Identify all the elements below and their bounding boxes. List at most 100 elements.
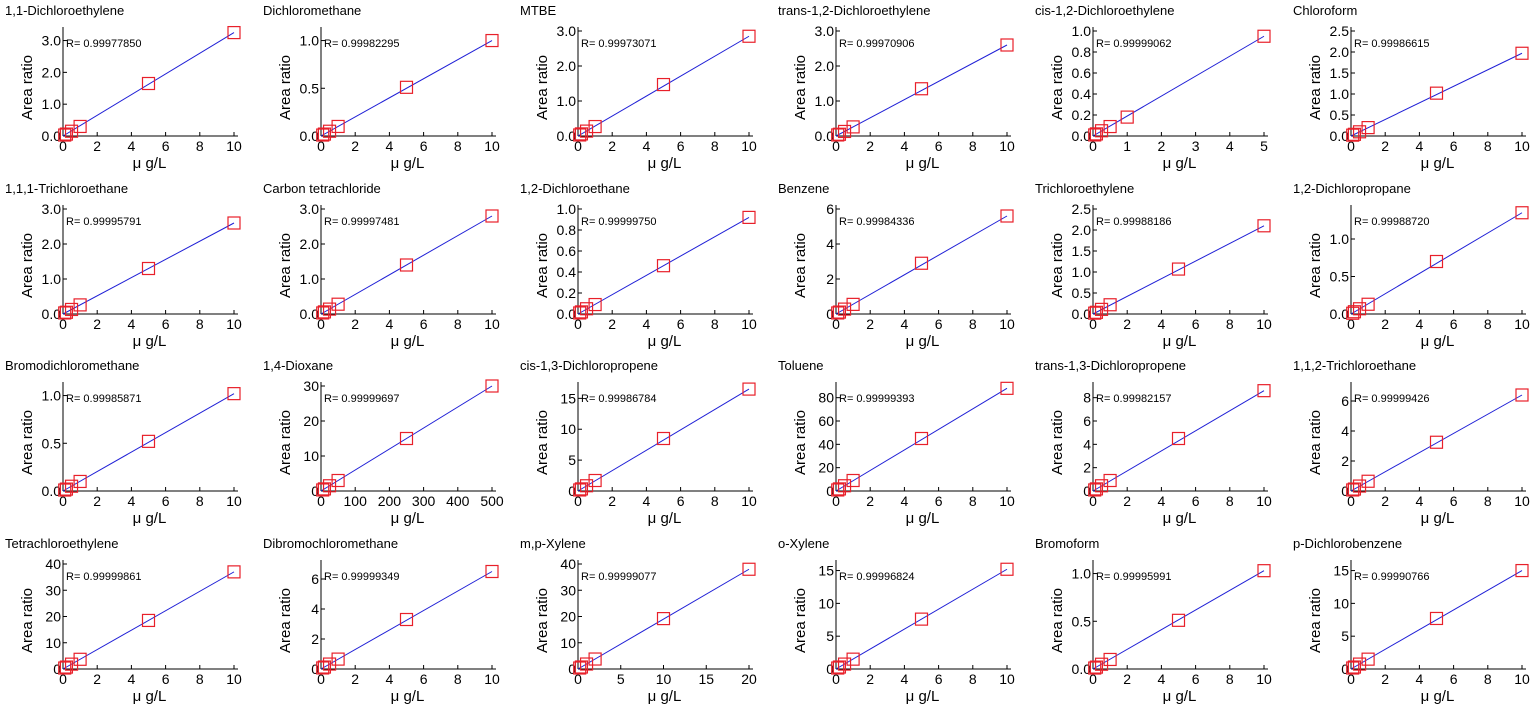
y-tick-label: 10 [45, 635, 61, 651]
x-tick-label: 8 [1484, 138, 1492, 154]
chart-panel: 1,1,1-Trichloroethane 0.0 1.0 2.0 3.0 0 2 4 6 8 10… [0, 178, 257, 356]
chart-title: Bromodichloromethane [5, 358, 140, 373]
x-tick-label: 4 [1416, 138, 1424, 154]
data-point [846, 120, 860, 134]
x-tick-label: 10 [1514, 316, 1530, 332]
chart-plot: 0.0 0.2 0.4 0.6 0.8 1.0 0 1 2 3 4 5 μ g/L Area ratio R… [1049, 23, 1271, 172]
y-axis-label: Area ratio [534, 588, 551, 653]
x-tick-label: 8 [196, 671, 204, 687]
y-tick-label: 0.6 [557, 243, 577, 259]
chart-panel: trans-1,3-Dichloropropene 0 2 4 6 8 0 2 4 6 8 10 μ g… [1030, 355, 1287, 533]
x-tick-label: 200 [378, 493, 402, 509]
data-point [914, 82, 929, 96]
correlation-label: R= 0.99990766 [1354, 571, 1430, 583]
y-tick-label: 1.0 [1072, 23, 1092, 39]
x-tick-label: 4 [1416, 316, 1424, 332]
x-tick-label: 0 [1089, 493, 1097, 509]
x-tick-label: 6 [162, 493, 170, 509]
x-tick-label: 10 [484, 671, 500, 687]
x-tick-label: 6 [935, 671, 943, 687]
x-tick-label: 8 [1484, 316, 1492, 332]
x-axis-label: μ g/L [648, 510, 682, 527]
regression-line [1350, 394, 1523, 492]
x-tick-label: 2 [866, 138, 874, 154]
chart-title: Toluene [778, 358, 824, 373]
y-axis-label: Area ratio [19, 55, 36, 120]
data-point [322, 657, 337, 671]
correlation-label: R= 0.99999393 [839, 393, 915, 405]
data-point [837, 479, 852, 493]
chart-panel: trans-1,2-Dichloroethylene 0.0 1.0 2.0 3.0 0 2… [773, 0, 1030, 178]
x-tick-label: 0 [59, 493, 67, 509]
correlation-label: R= 0.99982295 [324, 38, 400, 50]
y-tick-label: 0.0 [557, 128, 577, 144]
data-point [399, 431, 414, 446]
y-tick-label: 2.0 [42, 64, 62, 80]
chart-plot: 0.0 1.0 2.0 3.0 0 2 4 6 8 10 μ g/L Area ratio R= 0.9… [19, 201, 242, 350]
regression-line [320, 40, 493, 137]
chart-plot: 0 2 4 6 0 2 4 6 8 10 μ g/L Area ratio R= 0.99999426 [1307, 382, 1530, 527]
x-tick-label: 2 [93, 316, 101, 332]
regression-line [320, 385, 493, 492]
correlation-label: R= 0.99997481 [324, 216, 400, 228]
data-point [1346, 128, 1360, 142]
x-tick-label: 10 [1514, 671, 1530, 687]
chart-panel: Carbon tetrachloride 0.0 1.0 2.0 3.0 0 2 4 6 8 10 μ… [258, 178, 515, 356]
data-point [1000, 38, 1014, 52]
x-axis-label: μ g/L [906, 155, 940, 172]
x-tick-label: 500 [480, 493, 504, 509]
y-tick-label: 1.0 [557, 201, 577, 217]
chart-title: Dibromochloromethane [263, 536, 399, 551]
x-axis-label: μ g/L [1421, 688, 1455, 705]
correlation-label: R= 0.99982157 [1096, 393, 1172, 405]
x-tick-label: 0 [1089, 138, 1097, 154]
y-axis-label: Area ratio [1049, 55, 1066, 120]
x-tick-label: 400 [446, 493, 470, 509]
data-point [73, 298, 87, 312]
x-tick-label: 15 [698, 671, 714, 687]
x-tick-label: 2 [1123, 493, 1131, 509]
x-tick-label: 5 [617, 671, 625, 687]
y-tick-label: 0.5 [300, 80, 320, 96]
x-tick-label: 2 [93, 671, 101, 687]
data-point [1171, 613, 1186, 627]
data-point [399, 612, 414, 627]
y-tick-label: 15 [560, 390, 576, 406]
x-tick-label: 10 [999, 671, 1015, 687]
x-tick-label: 10 [1256, 671, 1272, 687]
y-tick-label: 0.0 [1072, 128, 1092, 144]
x-tick-label: 8 [1226, 493, 1234, 509]
x-tick-label: 6 [677, 138, 685, 154]
x-tick-label: 4 [1158, 316, 1166, 332]
x-tick-label: 2 [866, 671, 874, 687]
x-axis-label: μ g/L [133, 333, 167, 350]
x-tick-label: 0 [1347, 138, 1355, 154]
x-tick-label: 10 [656, 671, 672, 687]
x-tick-label: 2 [866, 316, 874, 332]
y-tick-label: 2 [1083, 460, 1091, 476]
x-tick-label: 6 [420, 138, 428, 154]
data-point [59, 305, 74, 319]
data-point [832, 482, 847, 496]
y-tick-label: 5 [1341, 628, 1349, 644]
x-axis-label: μ g/L [1163, 510, 1197, 527]
chart-panel: Trichloroethylene 0.0 0.5 1.0 1.5 2.0 2.5 0 2 4 6 8… [1030, 178, 1287, 356]
x-tick-label: 0 [832, 493, 840, 509]
x-tick-label: 8 [196, 316, 204, 332]
data-point [485, 379, 499, 393]
chart-panel: 1,2-Dichloroethane 0.0 0.2 0.4 0.6 0.8 1.0 0 2 4 6… [515, 178, 772, 356]
x-tick-label: 4 [1416, 671, 1424, 687]
data-point [1515, 388, 1529, 402]
y-tick-label: 0.5 [1330, 107, 1350, 123]
x-tick-label: 2 [866, 493, 874, 509]
chart-title: cis-1,3-Dichloropropene [520, 358, 659, 373]
regression-line [62, 222, 235, 315]
y-axis-label: Area ratio [277, 233, 294, 298]
y-axis-label: Area ratio [1049, 233, 1066, 298]
chart-panel: o-Xylene 0 5 10 15 0 2 4 6 8 10 μ g/L Area ratio R= 0… [773, 533, 1030, 711]
x-tick-label: 300 [412, 493, 436, 509]
x-tick-label: 2 [93, 138, 101, 154]
data-point [141, 261, 156, 276]
chart-title: 1,2-Dichloroethane [520, 181, 630, 196]
chart-plot: 0 2 4 6 8 0 2 4 6 8 10 μ g/L Area ratio R= 0.99982157 [1049, 382, 1272, 527]
